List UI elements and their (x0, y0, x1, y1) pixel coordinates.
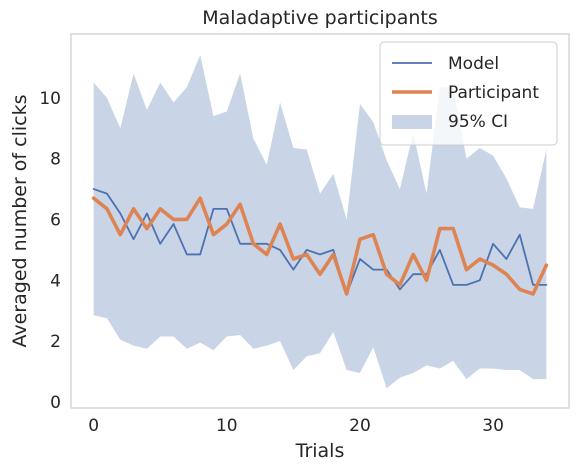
x-tick-label: 0 (88, 416, 99, 436)
y-tick-labels: 0 2 4 6 8 10 (39, 89, 61, 413)
x-tick-labels: 0 10 20 30 (88, 416, 504, 436)
legend-participant-label: Participant (448, 83, 539, 103)
y-tick-label: 4 (50, 271, 61, 291)
y-tick-label: 2 (50, 332, 61, 352)
series-line-participant (91, 196, 549, 296)
y-tick-label: 6 (50, 210, 61, 230)
y-tick-label: 10 (39, 89, 61, 109)
x-tick-label: 10 (216, 416, 238, 436)
plot-frame (70, 33, 570, 409)
legend-box (379, 41, 558, 146)
chart-title: Maladaptive participants (202, 7, 438, 29)
x-tick-label: 20 (349, 416, 371, 436)
x-tick-label: 30 (482, 416, 504, 436)
series-lines-layer (91, 188, 549, 296)
confidence-band-layer (93, 55, 547, 389)
y-tick-label: 8 (50, 150, 61, 170)
y-tick-label: 0 (50, 393, 61, 413)
series-line-model (92, 188, 548, 295)
legend-model-label: Model (448, 54, 499, 74)
confidence-band (93, 55, 547, 389)
legend: Model Participant 95% CI (379, 41, 558, 146)
legend-ci-label: 95% CI (448, 112, 508, 132)
y-axis-label: Averaged number of clicks (9, 94, 31, 347)
legend-ci-swatch (392, 115, 432, 129)
x-axis-label: Trials (295, 440, 345, 462)
